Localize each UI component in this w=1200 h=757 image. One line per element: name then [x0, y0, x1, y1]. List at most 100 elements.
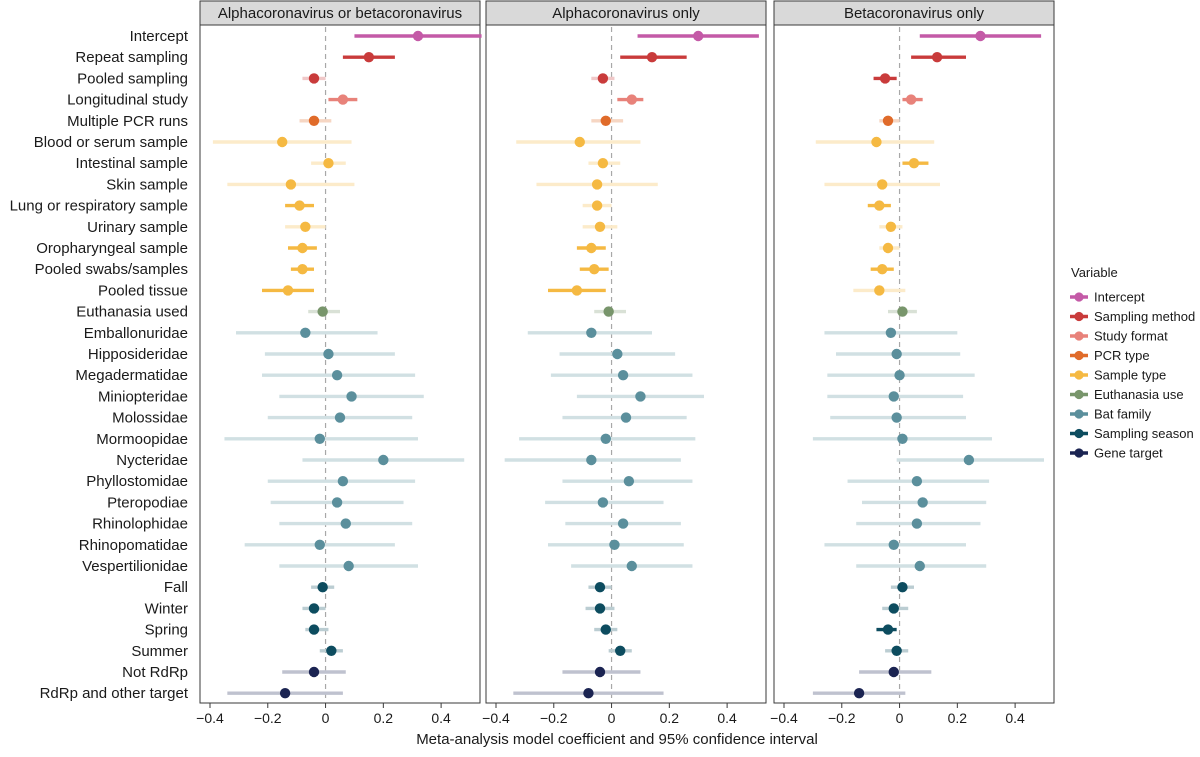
row-label-mormoopidae: Mormoopidae [96, 431, 188, 448]
estimate-point-winter [308, 603, 320, 614]
estimate-point-pteropodiae [331, 497, 343, 508]
row-label-emballonuridae: Emballonuridae [84, 325, 188, 342]
legend-label: Sampling season [1094, 426, 1194, 441]
x-tick-label: −0.4 [196, 710, 224, 726]
panel-header [199, 0, 481, 26]
panel-1: Alphacoronavirus or betacoronavirus −0.4 −… [196, 0, 482, 726]
legend-label: PCR type [1094, 348, 1150, 363]
estimate-point-euthanasia-used [603, 306, 614, 317]
estimate-point-oropharyngeal-sample [882, 242, 894, 254]
x-tick-label: −0.4 [770, 710, 798, 726]
estimate-point-rhinolophidae [911, 518, 923, 529]
estimate-point-blood-or-serum-sample [871, 136, 882, 148]
estimate-point-mormoopidae [314, 433, 325, 444]
x-tick-label: 0.4 [431, 710, 451, 726]
legend-item-pcr-type: PCR type [1070, 348, 1150, 363]
estimate-point-phyllostomidae [623, 476, 635, 487]
estimate-point-rhinopomatidae [888, 539, 899, 550]
estimate-point-megadermatidae [617, 370, 629, 381]
legend-swatch-point [1074, 389, 1084, 400]
estimate-point-longitudinal-study [905, 94, 917, 105]
estimate-point-pteropodiae [597, 497, 609, 508]
row-label-urinary-sample: Urinary sample [87, 219, 188, 236]
x-tick-label: 0.4 [1005, 710, 1025, 726]
estimate-point-hipposideridae [612, 348, 623, 360]
legend-label: Study format [1094, 329, 1168, 344]
estimate-point-multiple-pcr-runs [600, 115, 611, 127]
row-labels: Intercept Repeat sampling Pooled sampling L… [10, 28, 189, 702]
row-label-skin-sample: Skin sample [106, 176, 188, 193]
legend-swatch-point [1074, 311, 1084, 322]
row-label-fall: Fall [164, 579, 188, 596]
row-label-not-rdrp: Not RdRp [122, 664, 188, 681]
panels: Alphacoronavirus or betacoronavirus −0.4 −… [196, 0, 1055, 726]
estimate-point-spring [308, 624, 320, 635]
estimate-point-emballonuridae [586, 327, 597, 338]
row-label-euthanasia-used: Euthanasia used [76, 304, 188, 321]
estimate-point-multiple-pcr-runs [882, 115, 894, 127]
estimate-point-euthanasia-used [897, 306, 908, 317]
estimate-point-summer [326, 645, 337, 656]
estimate-point-not-rdrp [888, 666, 899, 678]
legend-item-sample-type: Sample type [1070, 368, 1166, 383]
estimate-point-hipposideridae [891, 348, 902, 360]
row-label-oropharyngeal-sample: Oropharyngeal sample [36, 240, 188, 257]
panel-frame [773, 24, 1055, 704]
panel-title: Alphacoronavirus or betacoronavirus [218, 5, 462, 22]
legend-swatch-point [1074, 370, 1084, 380]
estimate-point-repeat-sampling [363, 52, 375, 63]
estimate-point-pteropodiae [917, 497, 928, 508]
legend-label: Sample type [1094, 368, 1166, 383]
panel-title: Betacoronavirus only [844, 5, 985, 22]
estimate-point-fall [317, 582, 328, 593]
x-tick-label: 0.4 [717, 710, 737, 726]
estimate-point-oropharyngeal-sample [297, 242, 308, 254]
row-label-spring: Spring [145, 622, 188, 639]
estimate-point-rhinopomatidae [314, 539, 325, 550]
panel-title: Alphacoronavirus only [552, 5, 700, 22]
x-axis-label: Meta-analysis model coefficient and 95% … [416, 731, 818, 748]
row-label-repeat-sampling: Repeat sampling [75, 49, 188, 66]
estimate-point-mormoopidae [897, 433, 908, 444]
estimate-point-megadermatidae [331, 370, 343, 381]
estimate-point-rhinolophidae [617, 518, 629, 529]
row-label-blood-or-serum-sample: Blood or serum sample [34, 134, 188, 151]
row-label-molossidae: Molossidae [112, 410, 188, 427]
panel-frame [199, 24, 481, 704]
legend-label: Gene target [1094, 446, 1163, 461]
x-tick-label: −0.2 [828, 710, 856, 726]
estimate-point-vespertilionidae [914, 560, 925, 572]
legend-swatch-point [1074, 409, 1084, 419]
estimate-point-longitudinal-study [626, 94, 637, 105]
legend-item-gene-target: Gene target [1070, 446, 1163, 461]
estimate-point-molossidae [620, 412, 632, 423]
estimate-point-pooled-tissue [282, 285, 294, 296]
estimate-point-urinary-sample [594, 221, 606, 232]
estimate-point-spring [882, 624, 894, 635]
estimate-point-nycteridae [586, 454, 597, 466]
x-tick-label: −0.4 [482, 710, 510, 726]
estimate-point-lung-or-respiratory-sample [294, 200, 305, 211]
estimate-point-pooled-sampling [597, 73, 609, 84]
estimate-point-pooled-sampling [879, 73, 891, 84]
estimate-point-pooled-tissue [571, 285, 583, 296]
x-tick-label: 0 [322, 710, 330, 726]
row-label-pooled-tissue: Pooled tissue [98, 282, 188, 299]
estimate-point-intestinal-sample [908, 158, 920, 169]
estimate-point-lung-or-respiratory-sample [591, 200, 603, 211]
estimate-point-repeat-sampling [931, 52, 943, 63]
estimate-point-miniopteridae [888, 391, 899, 402]
estimate-point-blood-or-serum-sample [277, 136, 288, 148]
row-label-rhinopomatidae: Rhinopomatidae [79, 537, 188, 554]
row-label-vespertilionidae: Vespertilionidae [82, 558, 188, 575]
legend-item-sampling-method: Sampling method [1070, 309, 1195, 324]
estimate-point-not-rdrp [594, 666, 606, 678]
estimate-point-rdrp-and-other-target [583, 688, 594, 699]
estimate-point-pooled-swabs-samples [589, 264, 600, 275]
row-label-rdrp-and-other-target: RdRp and other target [40, 685, 189, 702]
legend-swatch-point [1074, 448, 1084, 458]
estimate-point-intercept [693, 30, 704, 42]
estimate-point-molossidae [334, 412, 346, 423]
legend-label: Euthanasia use [1094, 387, 1184, 402]
